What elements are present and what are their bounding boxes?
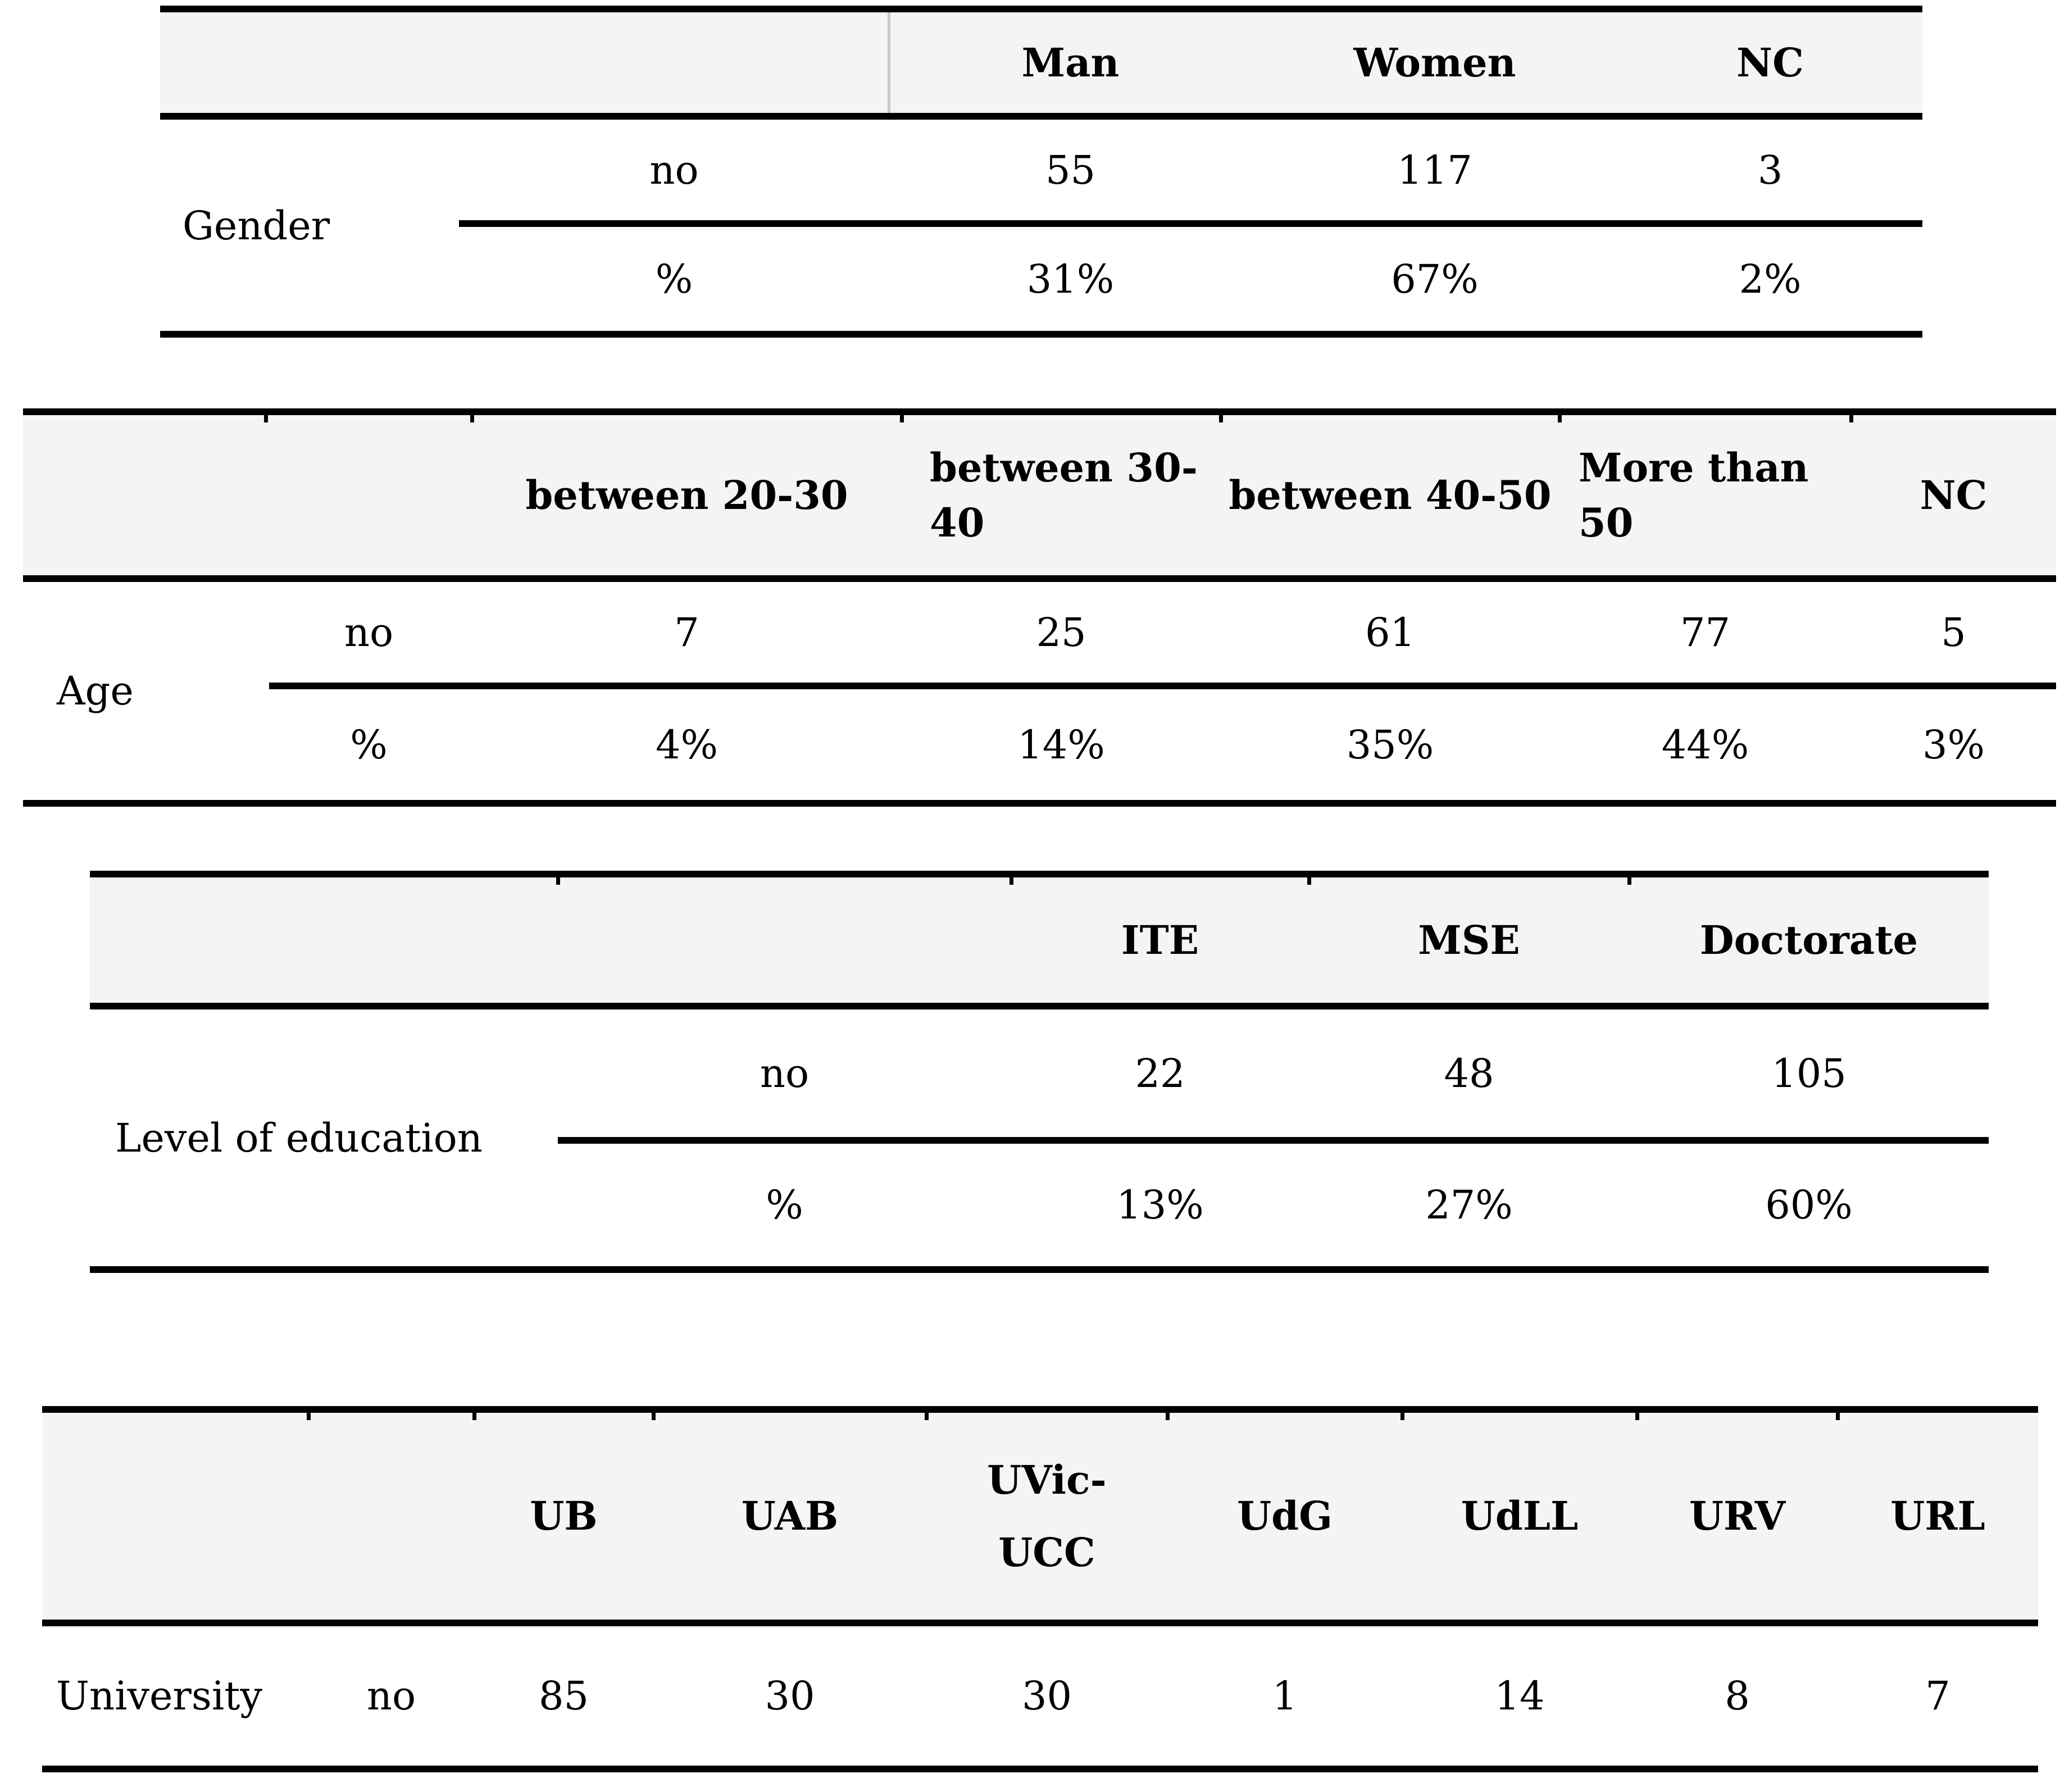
value-cell: 3% xyxy=(1922,721,1985,768)
table-rule-bottom xyxy=(42,1766,2038,1772)
column-boundary-tick xyxy=(925,1413,929,1420)
value-cell: 61 xyxy=(1365,609,1416,656)
column-boundary-tick xyxy=(1010,877,1013,885)
value-cell: 105 xyxy=(1771,1050,1847,1097)
value-cell: 13% xyxy=(1116,1182,1204,1228)
column-boundary-tick xyxy=(470,415,474,422)
row-group-label: Age xyxy=(57,668,134,714)
column-boundary-tick xyxy=(264,415,268,422)
column-boundary-tick xyxy=(307,1413,311,1420)
value-cell: 4% xyxy=(655,721,719,768)
value-cell: 27% xyxy=(1425,1182,1513,1228)
column-header: URV xyxy=(1689,1493,1786,1539)
column-boundary-tick xyxy=(1400,1413,1404,1420)
row-group-label: Gender xyxy=(183,202,330,249)
column-header: UdG xyxy=(1237,1493,1333,1539)
row-label: % xyxy=(655,256,693,302)
column-boundary-tick xyxy=(472,1413,476,1420)
column-boundary-tick xyxy=(1635,1413,1639,1420)
column-boundary-tick xyxy=(556,877,560,885)
value-cell: 117 xyxy=(1397,147,1472,193)
table-header-band xyxy=(23,415,2056,575)
table-rule-header xyxy=(160,113,1922,120)
table-rule-header xyxy=(90,1003,1989,1009)
value-cell: 7 xyxy=(1925,1673,1950,1719)
column-boundary-tick xyxy=(1166,1413,1170,1420)
column-header: UdLL xyxy=(1461,1493,1579,1539)
row-label: no xyxy=(366,1673,416,1719)
column-header: MSE xyxy=(1418,916,1520,963)
column-boundary-tick xyxy=(1836,1413,1840,1420)
column-boundary-tick xyxy=(1849,415,1853,422)
column-boundary-tick xyxy=(1219,415,1223,422)
table-rule-mid xyxy=(459,220,1922,227)
value-cell: 35% xyxy=(1346,721,1434,768)
row-group-label: Level of education xyxy=(115,1115,483,1161)
column-header: UAB xyxy=(741,1493,839,1539)
value-cell: 14% xyxy=(1017,721,1105,768)
column-header: Doctorate xyxy=(1699,916,1918,963)
column-header: Man xyxy=(1021,39,1120,86)
value-cell: 8 xyxy=(1725,1673,1750,1719)
table-rule-top xyxy=(42,1406,2038,1413)
value-cell: 67% xyxy=(1391,256,1479,302)
row-label: no xyxy=(649,147,699,193)
column-header: UVic-UCC xyxy=(926,1413,1167,1620)
value-cell: 30 xyxy=(765,1673,815,1719)
column-boundary-tick xyxy=(652,1413,656,1420)
table-header-band xyxy=(42,1413,2038,1620)
value-cell: 7 xyxy=(674,609,699,656)
table-rule-top xyxy=(160,6,1922,12)
table-rule-mid xyxy=(269,683,2056,689)
value-cell: 2% xyxy=(1739,256,1802,302)
column-header: NC xyxy=(1736,39,1804,86)
table-rule-header xyxy=(42,1620,2038,1626)
column-header: UB xyxy=(530,1493,598,1539)
value-cell: 22 xyxy=(1135,1050,1185,1097)
column-header: ITE xyxy=(1121,916,1199,963)
table-rule-mid xyxy=(558,1137,1989,1144)
table-rule-header xyxy=(23,575,2056,582)
table-rule-top xyxy=(90,871,1989,877)
value-cell: 77 xyxy=(1680,609,1731,656)
table-rule-bottom xyxy=(160,331,1922,338)
column-header: NC xyxy=(1920,471,1988,519)
row-group-label: University xyxy=(56,1673,262,1719)
row-label: % xyxy=(350,721,388,768)
value-cell: 3 xyxy=(1757,147,1783,193)
column-header: between 30-40 xyxy=(930,444,1198,546)
table-header-band xyxy=(90,877,1989,1003)
column-header: More than 50 xyxy=(1579,444,1809,546)
value-cell: 14 xyxy=(1494,1673,1545,1719)
value-cell: 48 xyxy=(1444,1050,1494,1097)
column-header: URL xyxy=(1890,1493,1985,1539)
value-cell: 85 xyxy=(538,1673,589,1719)
column-header: between 20-30 xyxy=(525,471,848,519)
column-boundary-tick xyxy=(1558,415,1562,422)
value-cell: 5 xyxy=(1941,609,1966,656)
column-boundary-tick xyxy=(900,415,904,422)
value-cell: 60% xyxy=(1765,1182,1853,1228)
value-cell: 30 xyxy=(1021,1673,1072,1719)
row-label: % xyxy=(766,1182,803,1228)
table-rule-bottom xyxy=(23,800,2056,807)
table-rule-bottom xyxy=(90,1266,1989,1273)
column-boundary-tick xyxy=(1627,877,1631,885)
row-label: no xyxy=(760,1050,810,1097)
value-cell: 44% xyxy=(1661,721,1749,768)
table-header-band xyxy=(160,12,1922,113)
value-cell: 55 xyxy=(1045,147,1096,193)
header-divider xyxy=(888,12,890,113)
column-header: Women xyxy=(1353,39,1516,86)
value-cell: 31% xyxy=(1026,256,1115,302)
column-header: between 40-50 xyxy=(1229,471,1552,519)
value-cell: 25 xyxy=(1036,609,1086,656)
table-rule-top xyxy=(23,408,2056,415)
column-header-text: UVic-UCC xyxy=(987,1456,1107,1576)
value-cell: 1 xyxy=(1272,1673,1298,1719)
row-label: no xyxy=(344,609,394,656)
column-boundary-tick xyxy=(1307,877,1311,885)
